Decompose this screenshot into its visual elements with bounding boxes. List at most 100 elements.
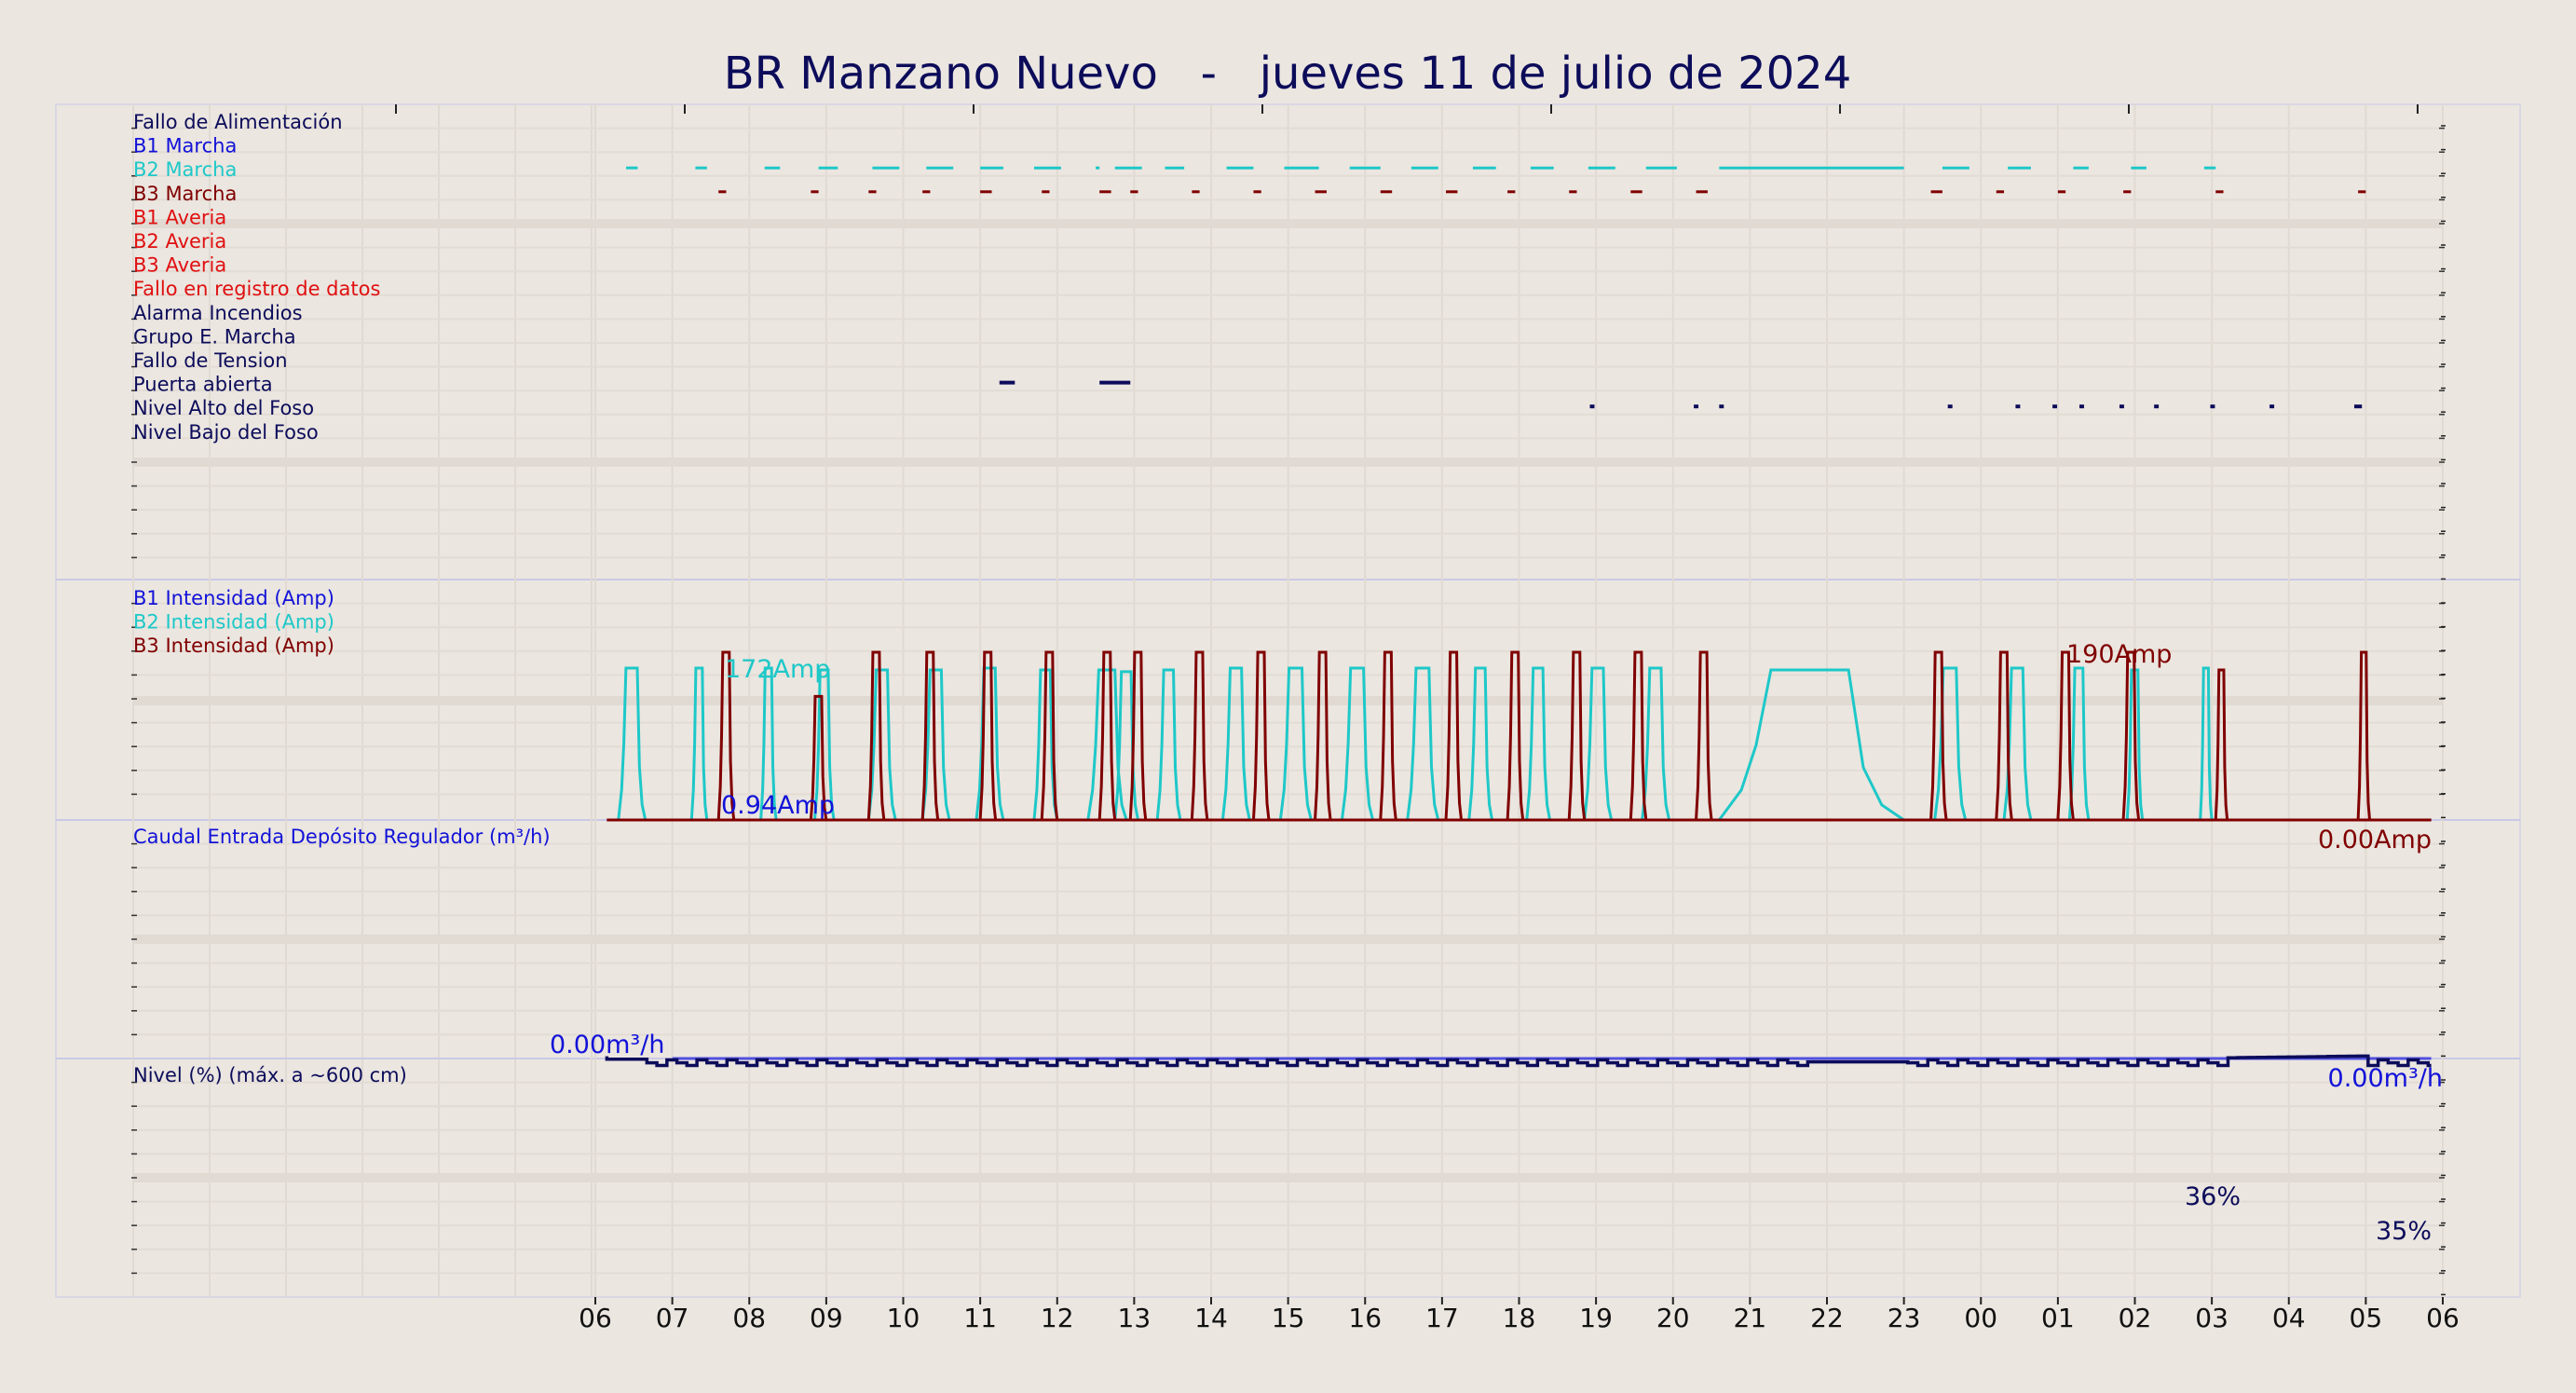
b3-current-pulse [2214,668,2229,821]
b3-current-pulse [1629,650,1648,821]
x-tick-label: 09 [810,1303,843,1333]
level-line [605,1054,2432,1068]
signal-label: Nivel Alto del Foso [133,397,314,419]
x-tick-label: 04 [2272,1303,2306,1333]
x-tick-label: 00 [1964,1303,1997,1333]
signal-label: Grupo E. Marcha [133,325,296,348]
b2-current-pulse [689,666,709,821]
grid-band [133,1173,2443,1182]
x-tick-label: 13 [1118,1303,1152,1333]
b2-current-pulse [1220,666,1251,821]
signal-label: B2 Marcha [133,158,237,181]
b2-current-pulse [617,666,647,821]
b3-current-pulse [1314,650,1332,821]
current-series-label: B1 Intensidad (Amp) [133,587,334,609]
x-tick-label: 05 [2350,1303,2383,1333]
signal-label: Nivel Bajo del Foso [133,421,319,444]
b2-current-pulse [1113,670,1139,821]
signal-label: Puerta abierta [133,374,273,396]
x-tick-label: 06 [579,1303,612,1333]
b3-current-pulse [2121,650,2141,821]
x-tick-label: 16 [1348,1303,1382,1333]
x-tick-label: 12 [1041,1303,1074,1333]
x-tick-label: 21 [1734,1303,1767,1333]
x-tick-label: 02 [2119,1303,2152,1333]
b2-current-pulse [1718,668,1905,822]
chart-title: BR Manzano Nuevo - jueves 11 de julio de… [724,48,1852,100]
x-tick-label: 08 [732,1303,766,1333]
signal-label: B3 Marcha [133,183,237,205]
b3-current-pulse [1995,650,2013,821]
flow-annotation-first: 0.00m³/h [550,1031,664,1059]
signal-label: Fallo de Tension [133,349,288,372]
grid-band [133,219,2443,228]
b2-current-pulse [1525,666,1552,821]
b3-current-pulse [1379,650,1397,821]
b3-current-pulse [1190,650,1209,821]
b2-current-pulse [1340,666,1374,821]
signal-label: B2 Averia [133,230,226,253]
b3-current-pulse [2056,650,2075,821]
x-tick-label: 22 [1810,1303,1844,1333]
current-series-label: B3 Intensidad (Amp) [133,635,334,657]
b3-current-pulse [1506,650,1525,821]
grid-band [133,935,2443,944]
signal-label: B3 Averia [133,254,226,277]
axes-layer [131,104,2446,1304]
x-tick-label: 17 [1425,1303,1459,1333]
b2-current-pulse [2199,666,2214,821]
x-tick-label: 15 [1272,1303,1305,1333]
b3-current-pulse [978,650,998,821]
x-tick-label: 10 [887,1303,920,1333]
x-tick-label: 01 [2041,1303,2075,1333]
marks-layer [133,166,2432,1068]
labels-layer: 06 07 08 09 10 11 12 13 14 15 16 17 18 19 20 21 22 23 00 01… [133,111,2460,1333]
b2-current-pulse [1467,666,1494,821]
b2-current-pulse [759,666,778,821]
b2-current-pulse [920,668,951,821]
current-annotation-max-b3: 190Amp [2066,640,2172,669]
grid-band [133,458,2443,467]
x-tick-label: 14 [1194,1303,1228,1333]
x-tick-label: 07 [656,1303,689,1333]
b3-current-pulse [920,650,940,821]
x-tick-label: 11 [963,1303,997,1333]
current-annotation-last: 0.00Amp [2318,826,2432,854]
signal-label: Alarma Incendios [133,302,303,324]
b2-current-pulse [975,666,1005,821]
b2-current-pulse [812,668,836,821]
b3-current-pulse [1128,650,1148,821]
signal-label: Fallo de Alimentación [133,111,343,133]
x-tick-label: 18 [1503,1303,1536,1333]
b2-current-pulse [1406,666,1440,821]
b3-current-pulse [809,694,828,821]
x-tick-label: 06 [2426,1303,2460,1333]
level-annotation-max: 36% [2185,1182,2241,1211]
b3-current-pulse [1040,650,1059,821]
x-tick-label: 19 [1579,1303,1613,1333]
b3-current-pulse [1444,650,1464,821]
b3-current-pulse [1097,650,1117,821]
current-series-label: B2 Intensidad (Amp) [133,611,334,634]
b2-current-pulse [1641,666,1671,821]
x-tick-label: 20 [1656,1303,1690,1333]
x-tick-label: 03 [2195,1303,2228,1333]
b3-current-pulse [1695,650,1713,821]
b2-current-pulse [1583,666,1614,821]
b3-current-pulse [1251,650,1271,821]
b3-current-pulse [2356,650,2372,821]
signal-label: B1 Marcha [133,135,237,157]
b2-current-pulse [866,668,897,821]
x-tick-label: 23 [1888,1303,1921,1333]
b3-current-pulse [1929,650,1948,821]
b2-current-pulse [1278,666,1313,821]
current-annotation-max-b2: 172Amp [725,655,830,684]
b2-current-pulse [1086,668,1128,821]
level-annotation-last: 35% [2376,1217,2432,1246]
signal-label: Fallo en registro de datos [133,278,380,300]
flow-annotation-last: 0.00m³/h [2328,1064,2443,1093]
b2-current-pulse [1933,666,1968,821]
flow-series-label: Caudal Entrada Depósito Regulador (m³/h) [133,826,551,848]
